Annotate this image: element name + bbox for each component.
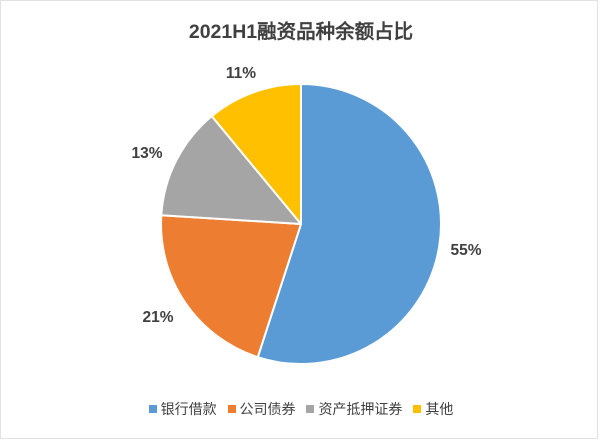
svg-text:11%: 11% bbox=[226, 65, 256, 82]
svg-text:21%: 21% bbox=[142, 309, 173, 326]
svg-text:55%: 55% bbox=[450, 242, 481, 259]
svg-text:13%: 13% bbox=[131, 145, 162, 162]
